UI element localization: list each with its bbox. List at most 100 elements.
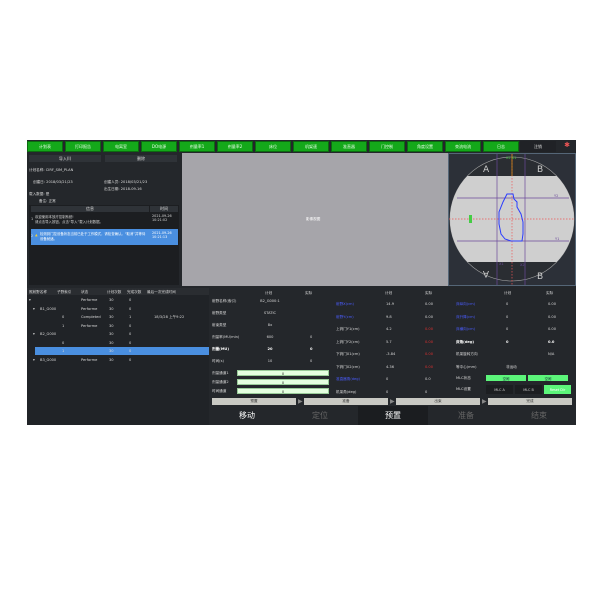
action-button[interactable]: 结束 (504, 406, 574, 425)
param-actual: 0.00 (425, 364, 434, 369)
param-actual: 0.0 (548, 339, 555, 344)
toolbar-button[interactable]: 准直器 (331, 141, 367, 152)
toolbar-button[interactable]: 日志 (483, 141, 519, 152)
progress-step: 出束 (396, 398, 480, 405)
tree-row[interactable]: 0 30 0 (27, 339, 209, 347)
column-header: 计划次数 (107, 289, 122, 294)
last-done-time: 18/3/28 上午9:22 (154, 315, 185, 319)
param-actual: 0.00 (548, 314, 557, 319)
svg-text:X2 X1: X2 X1 (506, 156, 516, 160)
mlc-button[interactable]: MLC B (515, 385, 542, 394)
warning-icon: ▲ (35, 233, 38, 237)
expand-arrow-icon[interactable]: ▾ (33, 357, 35, 362)
mlc-button[interactable]: MLC A (486, 385, 513, 394)
create-date: 创建日: 2018/03/21/23 (33, 180, 73, 184)
toolbar-button[interactable]: 电离室 (103, 141, 139, 152)
expand-arrow-icon[interactable]: ▾ (29, 298, 31, 302)
svg-text:A: A (483, 165, 490, 175)
sub-index: 1 (62, 323, 65, 328)
tree-row[interactable]: 1 30 0 (35, 347, 209, 355)
toolbar-button[interactable]: 剂量率2 (217, 141, 253, 152)
tree-row[interactable]: 1 Performe 30 0 (27, 322, 209, 330)
param-label: 时间(s) (212, 359, 224, 363)
svg-text:X1: X1 (499, 262, 504, 266)
tree-row[interactable]: ▾ B1_G000 Performe 30 0 (27, 305, 209, 313)
tree-row[interactable]: ▾ B2_G000 30 0 (27, 330, 209, 338)
field-tree-table: 照射野名称 子野索引 状态 计划次数 完成次数 最后一次完成时间 ▾ Performe 30 0… (27, 288, 209, 425)
param-label: 床升降(cm) (456, 314, 476, 319)
bev-graphic: A B B A Y2 Y1 X1 X2 X2 X1 (449, 154, 575, 285)
tree-row[interactable]: ▾ B3_G000 Performe 30 0 (27, 356, 209, 364)
mlc-state: 空闲 (528, 375, 568, 381)
header-time: 时间 (150, 206, 178, 212)
plan-count: 30 (109, 349, 114, 353)
done-count: 1 (129, 315, 132, 319)
arrow-right-icon: ▶ (390, 398, 395, 405)
param-label: 上钨门Y1(cm) (336, 327, 360, 331)
progress-step: 完成 (488, 398, 572, 405)
import-button[interactable]: 导入(I) (29, 155, 101, 162)
toolbar-button[interactable]: 角度设置 (407, 141, 443, 152)
param-label: 射野Y(cm) (336, 314, 354, 319)
message-row-selected[interactable]: 2 ▲ 检测到门控设备状态当前已处于工作模式，请检查确认。“取消”并等待设备就绪… (31, 229, 178, 245)
expand-arrow-icon[interactable]: ▾ (33, 306, 35, 311)
param-plan: 4.36 (386, 364, 395, 369)
tree-row[interactable]: ▾ Performe 30 0 (27, 296, 209, 304)
col-actual: 实际 (546, 291, 554, 295)
toolbar-button[interactable]: 打印报告 (65, 141, 101, 152)
action-button[interactable]: 移动 (212, 406, 282, 425)
param-plan: 600 (266, 335, 274, 339)
done-count: 0 (129, 357, 132, 362)
param-actual: 0.00 (548, 327, 557, 331)
toolbar-button[interactable]: 剂量率1 (179, 141, 215, 152)
beams-eye-view[interactable]: A B B A Y2 Y1 X1 X2 X2 X1 (448, 153, 576, 286)
toolbar-button[interactable]: 计划表 (27, 141, 63, 152)
load-data: 载入数据: 是 (29, 192, 50, 196)
field-name: B3_G000 (40, 357, 57, 362)
parameter-panel: 计划 实际 射野名称(索引) B2_G000:1 射野类型 STATIC 射束类型 8x 剂量率… (210, 288, 576, 396)
param-label: 床纵向(cm) (456, 302, 476, 306)
field-name: B1_G000 (40, 306, 57, 311)
counter-input[interactable]: 0 (237, 379, 329, 385)
delete-button[interactable]: 删除 (105, 155, 177, 162)
sub-index: 0 (62, 340, 65, 345)
status: Performe (81, 306, 98, 311)
message-row[interactable]: 1 欢迎使用本放疗控制系统! 请点击导入按钮，点击“导入”载入计划数据。 202… (31, 214, 172, 224)
column-header: 状态 (81, 289, 89, 294)
svg-text:A: A (482, 268, 489, 278)
param-label: 机架旋转方向 (456, 352, 478, 356)
svg-text:X2: X2 (520, 263, 525, 267)
tree-row[interactable]: 0 Completed 30 1 18/3/28 上午9:22 (27, 313, 209, 321)
toolbar-button[interactable]: DO电源 (141, 141, 177, 152)
toolbar-button[interactable]: 束流电流 (445, 141, 481, 152)
plan-count: 30 (109, 332, 114, 336)
mlc-state: 空闲 (486, 375, 526, 381)
param-label: 机架角(deg) (336, 389, 357, 394)
counter-input[interactable]: 0 (237, 388, 329, 394)
header-message: 信息 (31, 206, 149, 212)
toolbar-button[interactable]: 机架速 (293, 141, 329, 152)
done-count: 0 (129, 340, 132, 345)
param-plan: 20 (267, 347, 273, 351)
field-name: B2_G000 (40, 332, 57, 336)
param-plan: 10 (267, 359, 273, 363)
param-plan: 非运动 (506, 364, 517, 369)
toolbar-button[interactable]: 床位 (255, 141, 291, 152)
action-button[interactable]: 准备 (431, 406, 501, 425)
param-actual: 0.00 (548, 302, 557, 306)
action-button[interactable]: 预置 (358, 406, 428, 425)
mlc-button[interactable]: Reset Dir (544, 385, 571, 394)
param-plan: 0 (506, 302, 509, 306)
toolbar-button[interactable]: 门控制 (369, 141, 405, 152)
image-viewer[interactable]: 影像视图 (182, 153, 448, 286)
message-table: 信息 时间 1 欢迎使用本放疗控制系统! 请点击导入按钮，点击“导入”载入计划数… (29, 205, 179, 285)
treatment-console: 计划表 打印报告 电离室 DO电源 剂量率1 剂量率2 床位 机架速 准直器 门控制 角度设置 束流电… (27, 140, 576, 425)
tools-icon[interactable]: ✱ (564, 141, 570, 149)
counter-input[interactable]: 0 (237, 370, 329, 376)
action-button[interactable]: 定位 (285, 406, 355, 425)
column-header: 照射野名称 (29, 289, 47, 294)
logout-button[interactable]: 注销 (520, 141, 556, 152)
param-label: 准直器角(deg) (336, 377, 360, 381)
expand-arrow-icon[interactable]: ▾ (33, 332, 35, 336)
param-plan: 8x (267, 323, 273, 327)
